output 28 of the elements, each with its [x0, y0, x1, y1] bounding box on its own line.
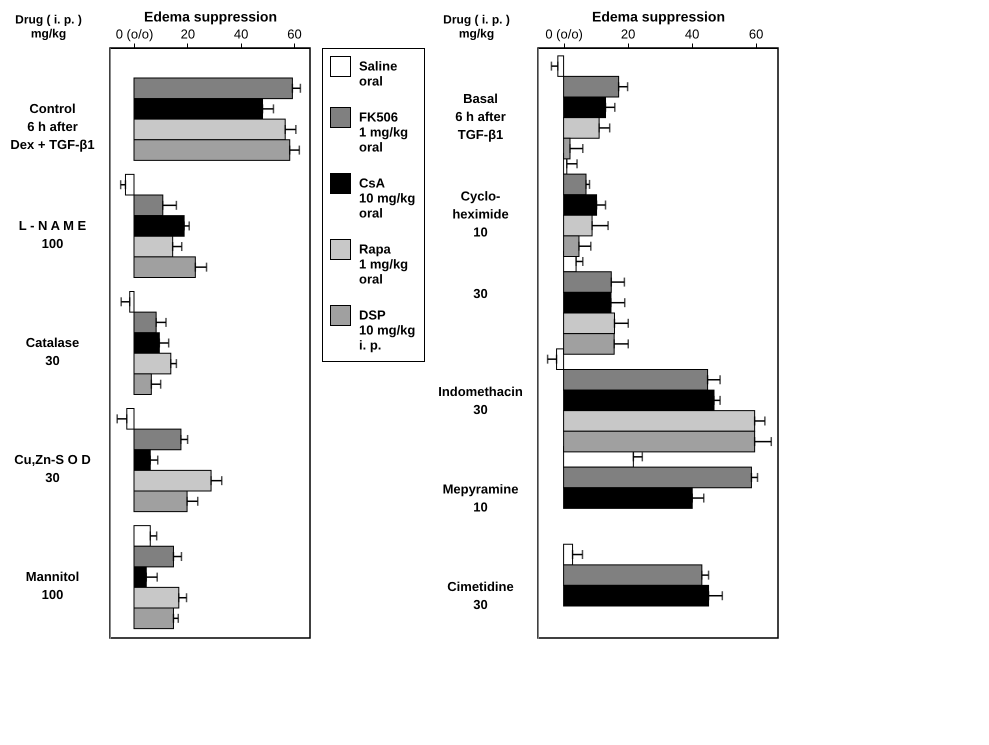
legend-label: FK506 1 mg/kg oral	[359, 110, 408, 154]
legend-label: CsA 10 mg/kg oral	[359, 176, 416, 220]
y-tick-label: 30	[473, 286, 488, 302]
y-tick-label: Indomethacin 30	[438, 384, 523, 417]
legend-label: DSP 10 mg/kg i. p.	[359, 308, 416, 352]
y-tick-label: Basal 6 h after TGF-β1	[455, 90, 506, 142]
y-tick-label: Cu,Zn-S O D 30	[14, 452, 91, 486]
y-tick-label: Mannitol 100	[26, 569, 80, 602]
legend-label: Rapa 1 mg/kg oral	[359, 242, 408, 286]
x-axis-title: Edema suppression	[144, 8, 278, 24]
x-tick-label: 20	[620, 26, 636, 42]
legend-label: Saline oral	[359, 58, 398, 88]
y-tick-label: Mepyramine 10	[442, 482, 518, 515]
y-axis-title: Drug ( i. p. ) mg/kg	[15, 12, 82, 40]
y-tick-label: Cimetidine 30	[447, 579, 514, 612]
y-tick-label: L - N A M E 100	[18, 218, 87, 251]
x-tick-label: 60	[287, 26, 302, 42]
x-axis-title: Edema suppression	[592, 8, 726, 24]
y-tick-label: Cyclo- heximide 10	[452, 188, 509, 240]
y-tick-label: Control 6 h after Dex + TGF-β1	[10, 100, 95, 152]
x-tick-label: 60	[748, 26, 764, 42]
y-axis-title: Drug ( i. p. ) mg/kg	[443, 12, 510, 40]
x-tick-label: 20	[180, 26, 196, 42]
x-tick-label: 40	[234, 26, 248, 42]
x-tick-label: 0 (o/o)	[545, 26, 583, 42]
x-tick-label: 0 (o/o)	[116, 26, 154, 42]
y-tick-label: Catalase 30	[26, 335, 80, 368]
x-tick-label: 40	[684, 26, 700, 42]
